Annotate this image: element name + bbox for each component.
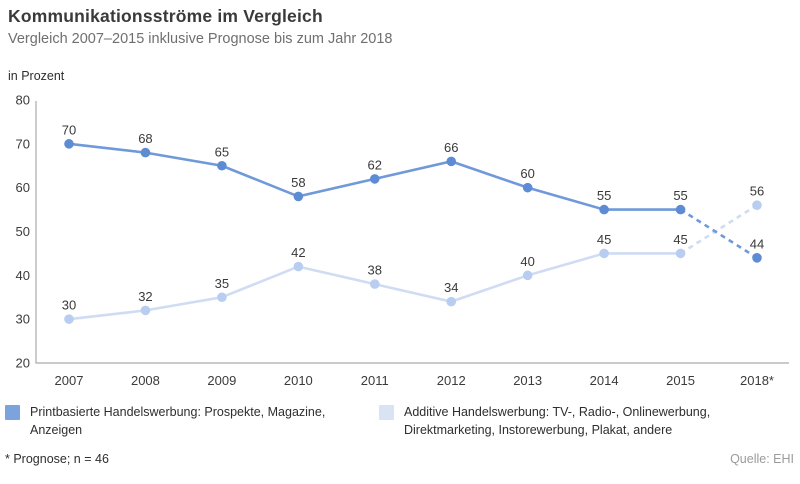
x-tick-label: 2009 [207, 373, 236, 388]
x-tick-label: 2010 [284, 373, 313, 388]
x-tick-label: 2014 [590, 373, 619, 388]
x-tick-label: 2008 [131, 373, 160, 388]
x-tick-label: 2007 [55, 373, 84, 388]
x-tick-label: 2011 [361, 373, 389, 388]
data-point [369, 174, 380, 184]
y-tick-label: 20 [16, 356, 30, 371]
data-point-label: 68 [138, 131, 152, 146]
axis-frame [35, 101, 789, 364]
legend-label-additive: Additive Handelswerbung: TV-, Radio-, On… [404, 405, 711, 437]
data-point [140, 305, 151, 316]
data-point-label: 34 [444, 280, 458, 295]
data-point-label: 66 [444, 140, 458, 155]
legend-item-additive: Additive Handelswerbung: TV-, Radio-, On… [379, 404, 779, 439]
data-point [675, 248, 686, 259]
data-point-label: 56 [750, 184, 764, 199]
data-point-label: 55 [673, 188, 687, 203]
data-point-label: 42 [291, 245, 305, 260]
data-point-label: 40 [520, 254, 534, 269]
series-1-forecast-line [679, 204, 758, 255]
data-point-label: 32 [138, 289, 152, 304]
data-point [675, 204, 686, 215]
chart-svg: 20 30 40 50 60 70 80 2007 2008 2009 2010 2011 2012 20… [16, 93, 789, 388]
data-point-label: 70 [62, 122, 76, 137]
data-point [64, 139, 74, 149]
data-point-label: 44 [750, 236, 764, 251]
line-chart: 20 30 40 50 60 70 80 2007 2008 2009 2010 2011 2012 20… [0, 85, 800, 397]
data-point-label: 38 [368, 263, 382, 278]
data-point [446, 156, 457, 167]
data-point [522, 182, 533, 193]
x-tick-label: 2018* [740, 373, 774, 388]
data-point-label: 55 [597, 188, 611, 203]
data-point-label: 58 [291, 175, 305, 190]
page-subtitle: Vergleich 2007–2015 inklusive Prognose b… [8, 31, 393, 47]
data-point-label: 65 [215, 144, 229, 159]
y-tick-label: 50 [16, 224, 30, 239]
y-axis-unit-label: in Prozent [8, 69, 65, 83]
legend-label-print: Printbasierte Handelswerbung: Prospekte,… [30, 405, 326, 437]
y-tick-label: 40 [16, 268, 30, 283]
series-0-forecast-line [679, 208, 758, 259]
source-credit: Quelle: EHI [730, 452, 794, 466]
data-point [140, 147, 151, 158]
data-point [369, 279, 380, 289]
data-point [217, 292, 227, 303]
data-point [599, 248, 609, 259]
data-point [522, 270, 533, 281]
legend-swatch-additive [379, 405, 394, 420]
legend-item-print: Printbasierte Handelswerbung: Prospekte,… [5, 404, 360, 439]
data-point [293, 191, 304, 202]
data-point-label: 45 [673, 232, 687, 247]
x-tick-label: 2013 [513, 373, 542, 388]
x-tick-label: 2015 [666, 373, 695, 388]
data-point [599, 204, 609, 215]
data-point [752, 200, 762, 210]
x-tick-label: 2012 [437, 373, 466, 388]
data-point-label: 45 [597, 232, 611, 247]
y-tick-label: 60 [16, 180, 30, 195]
y-tick-label: 30 [16, 312, 30, 327]
y-tick-label: 80 [16, 93, 30, 108]
data-point [217, 160, 227, 171]
data-point-label: 62 [368, 157, 382, 172]
data-point [446, 296, 457, 307]
page-title: Kommunikationsströme im Vergleich [8, 6, 323, 26]
data-point [293, 261, 304, 272]
data-point [64, 314, 74, 324]
data-point-label: 35 [215, 276, 229, 291]
data-point-label: 60 [520, 166, 534, 181]
legend-swatch-print [5, 405, 20, 420]
footnote: * Prognose; n = 46 [5, 452, 109, 466]
data-point [752, 253, 762, 263]
data-point-label: 30 [62, 298, 76, 313]
y-tick-label: 70 [16, 136, 30, 151]
